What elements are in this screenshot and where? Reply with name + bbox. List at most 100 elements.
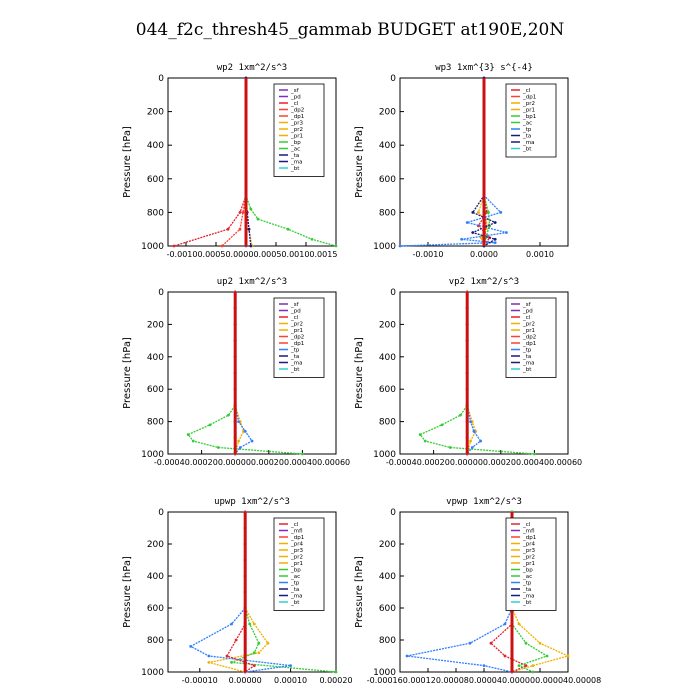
legend-entry: _cl bbox=[522, 315, 531, 321]
data-point bbox=[191, 439, 195, 443]
y-tick-label: 0 bbox=[158, 288, 164, 298]
data-point bbox=[460, 237, 463, 241]
legend-entry: _pr4 bbox=[290, 542, 304, 548]
chart-panel-4: vp2 1xm^2/s^3 Pressure [hPa] 0 200 400 600 800… bbox=[354, 277, 582, 467]
data-point bbox=[234, 638, 238, 642]
data-point bbox=[301, 452, 304, 456]
y-axis-label: Pressure [hPa] bbox=[354, 556, 365, 628]
legend-entry: _ma bbox=[290, 361, 302, 367]
legend-entry: _pr1 bbox=[290, 134, 303, 140]
data-point bbox=[243, 429, 247, 433]
data-point bbox=[207, 661, 211, 664]
x-tick-label: 0.0000 bbox=[470, 250, 498, 259]
legend-entry: _pr1 bbox=[522, 328, 535, 334]
y-tick-label: 600 bbox=[379, 604, 396, 614]
data-point bbox=[493, 241, 497, 245]
data-point bbox=[252, 664, 256, 667]
legend-entry: _ma bbox=[290, 160, 302, 166]
legend-entry: _ta bbox=[522, 354, 531, 360]
data-point bbox=[217, 446, 220, 449]
data-point bbox=[334, 670, 338, 674]
legend-entry: _bt bbox=[522, 600, 532, 606]
legend-entry: _bp1 bbox=[522, 114, 536, 120]
data-point bbox=[238, 446, 242, 449]
x-tick-label: 0.00000 bbox=[229, 676, 262, 685]
series-line-tp bbox=[466, 292, 482, 455]
data-point bbox=[247, 227, 251, 231]
legend-entry: _pr2 bbox=[522, 101, 535, 107]
data-point bbox=[493, 221, 497, 224]
data-point bbox=[248, 622, 252, 626]
legend-entry: _sf bbox=[522, 302, 532, 308]
data-point bbox=[503, 654, 507, 658]
x-tick-label: -0.00040.000200.000000.000200.000400.000… bbox=[386, 458, 582, 467]
y-tick-label: 600 bbox=[147, 385, 164, 395]
data-point bbox=[533, 452, 536, 456]
plot-frame bbox=[399, 291, 569, 455]
legend-entry: _tp bbox=[290, 581, 300, 587]
data-point bbox=[405, 654, 409, 658]
y-tick-label: 200 bbox=[147, 108, 164, 118]
legend-entry: _sf bbox=[290, 88, 300, 94]
legend-entry: _cl bbox=[290, 315, 299, 321]
legend-entry: _cl bbox=[290, 522, 299, 528]
legend-entry: _dp2 bbox=[522, 335, 536, 341]
legend-entry: _dp2 bbox=[290, 108, 304, 114]
plot-frame bbox=[167, 511, 337, 673]
legend-entry: _sf bbox=[290, 302, 300, 308]
data-point bbox=[249, 207, 253, 211]
legend-entry: _ma bbox=[522, 361, 534, 367]
y-tick-label: 600 bbox=[147, 604, 164, 614]
series-line-pr2 bbox=[234, 292, 245, 455]
data-point bbox=[479, 439, 483, 443]
y-tick-label: 200 bbox=[147, 540, 164, 550]
data-point bbox=[220, 244, 224, 248]
data-point bbox=[469, 439, 472, 443]
legend-entry: _pr3 bbox=[290, 121, 304, 127]
x-tick-label: 0.00010 bbox=[274, 676, 307, 685]
data-point bbox=[238, 227, 242, 231]
data-point bbox=[449, 446, 452, 449]
data-point bbox=[517, 622, 521, 626]
legend-entry: _dp1 bbox=[290, 341, 304, 347]
panel-title: vp2 1xm^2/s^3 bbox=[449, 277, 519, 287]
legend-entry: _pd bbox=[290, 95, 301, 101]
legend-entry: _ta bbox=[290, 153, 299, 159]
data-point bbox=[230, 661, 233, 664]
data-point bbox=[189, 645, 193, 648]
x-tick-label: -0.00010 bbox=[182, 676, 218, 685]
y-tick-label: 200 bbox=[379, 320, 396, 330]
legend-entry: _bt bbox=[522, 367, 532, 373]
y-tick-label: 400 bbox=[379, 141, 396, 151]
legend-entry: _pr2 bbox=[522, 555, 535, 561]
data-point bbox=[423, 439, 427, 443]
y-tick-label: 0 bbox=[158, 508, 164, 518]
data-point bbox=[252, 622, 256, 626]
legend-entry: _cl bbox=[522, 88, 531, 94]
y-tick-label: 0 bbox=[390, 288, 396, 298]
data-point bbox=[482, 664, 486, 667]
panel-title: wp3 1xm^{3} s^{-4} bbox=[435, 63, 533, 73]
y-axis-label: Pressure [hPa] bbox=[354, 126, 365, 198]
data-point bbox=[468, 641, 472, 645]
series-line-dp1 bbox=[226, 512, 256, 673]
y-tick-label: 800 bbox=[147, 636, 164, 646]
data-point bbox=[241, 211, 245, 214]
legend-entry: _mfl bbox=[290, 529, 303, 535]
data-point bbox=[465, 221, 469, 224]
legend-entry: _ta bbox=[522, 587, 531, 593]
legend-entry: _ma bbox=[522, 594, 534, 600]
data-point bbox=[489, 641, 493, 645]
legend-entry: _bt bbox=[290, 367, 300, 373]
legend-entry: _ac bbox=[290, 574, 300, 580]
data-point bbox=[517, 664, 521, 667]
y-tick-label: 200 bbox=[379, 108, 396, 118]
data-point bbox=[257, 641, 261, 645]
y-tick-label: 600 bbox=[379, 385, 396, 395]
data-point bbox=[459, 413, 462, 417]
legend-entry: _pr1 bbox=[522, 561, 535, 567]
y-tick-label: 1000 bbox=[141, 450, 164, 460]
x-tick-label: 0.0010 bbox=[526, 250, 554, 259]
y-tick-label: 400 bbox=[147, 141, 164, 151]
legend-entry: _ta bbox=[522, 134, 531, 140]
